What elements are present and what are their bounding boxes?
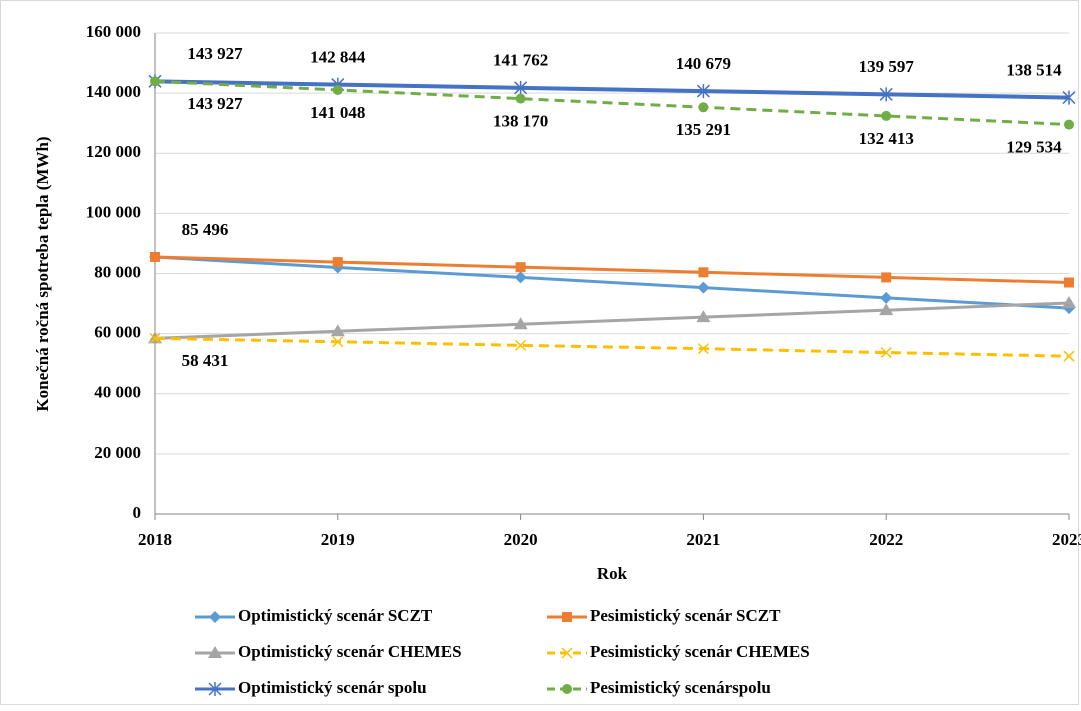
legend-label: Pesimistický scenár SCZT: [590, 606, 781, 625]
x-axis-title: Rok: [597, 564, 628, 583]
x-tick-label: 2022: [869, 530, 903, 549]
data-label: 138 170: [493, 112, 548, 131]
data-label: 143 927: [187, 44, 243, 63]
y-tick-label: 100 000: [86, 202, 141, 221]
data-label: 139 597: [859, 57, 915, 76]
marker: [332, 257, 343, 268]
marker: [150, 76, 160, 87]
marker: [330, 324, 345, 337]
legend-label: Optimistický scenár SCZT: [238, 606, 433, 625]
marker: [208, 646, 222, 658]
marker: [881, 272, 892, 283]
series-line: [154, 301, 1070, 340]
data-label: 132 413: [859, 129, 914, 148]
x-tick-label: 2020: [504, 530, 538, 549]
legend-label: Pesimistický scenárspolu: [590, 678, 771, 697]
legend-label: Optimistický scenár spolu: [238, 678, 427, 697]
data-label: 135 291: [676, 120, 731, 139]
data-label: 138 514: [1006, 60, 1062, 79]
data-label: 141 048: [310, 103, 365, 122]
data-label: 143 927: [187, 94, 243, 113]
x-tick-label: 2019: [321, 530, 355, 549]
y-tick-label: 140 000: [86, 82, 141, 101]
data-label: 129 534: [1006, 137, 1062, 156]
marker: [1062, 90, 1076, 105]
marker: [881, 110, 892, 121]
series-line: [154, 79, 1070, 127]
marker: [562, 684, 572, 694]
y-tick-label: 0: [133, 503, 142, 522]
marker: [880, 347, 892, 359]
marker: [513, 317, 528, 330]
x-tick-label: 2018: [138, 530, 172, 549]
y-tick-label: 60 000: [94, 323, 141, 342]
marker: [1063, 350, 1075, 362]
marker: [514, 80, 528, 95]
marker: [879, 87, 893, 102]
series-line: [154, 336, 1070, 358]
legend-label: Pesimistický scenár CHEMES: [590, 642, 810, 661]
data-label: 85 496: [182, 220, 229, 239]
marker: [561, 647, 573, 659]
marker: [697, 343, 709, 355]
marker: [1064, 277, 1074, 288]
series-line: [154, 255, 1070, 285]
data-label: 142 844: [310, 47, 366, 66]
marker: [879, 303, 894, 316]
marker: [332, 336, 344, 348]
data-label: 140 679: [676, 54, 731, 73]
marker: [698, 267, 709, 278]
marker: [150, 251, 160, 262]
marker: [698, 102, 709, 113]
marker: [209, 611, 221, 623]
y-tick-label: 40 000: [94, 383, 141, 402]
marker: [515, 262, 526, 273]
legend-label: Optimistický scenár CHEMES: [238, 642, 462, 661]
marker: [514, 271, 527, 284]
y-tick-label: 120 000: [86, 142, 141, 161]
marker: [696, 84, 710, 99]
marker: [880, 291, 893, 304]
y-tick-label: 80 000: [94, 262, 141, 281]
marker: [697, 281, 710, 294]
marker: [515, 339, 527, 351]
data-label: 141 762: [493, 51, 548, 70]
marker: [562, 612, 572, 622]
marker: [515, 93, 526, 104]
x-tick-label: 2021: [686, 530, 720, 549]
marker: [149, 332, 161, 344]
marker: [332, 84, 343, 95]
series-line: [154, 255, 1070, 310]
marker: [208, 682, 222, 696]
data-label: 58 431: [182, 351, 229, 370]
x-tick-label: 2023: [1052, 530, 1081, 549]
y-axis-title: Konečná ročná spotreba tepla (MWh): [33, 136, 52, 411]
marker: [1062, 295, 1076, 308]
series-line: [154, 79, 1070, 100]
y-tick-label: 20 000: [94, 443, 141, 462]
marker: [696, 310, 711, 323]
marker: [1064, 119, 1074, 130]
y-tick-label: 160 000: [86, 22, 141, 41]
